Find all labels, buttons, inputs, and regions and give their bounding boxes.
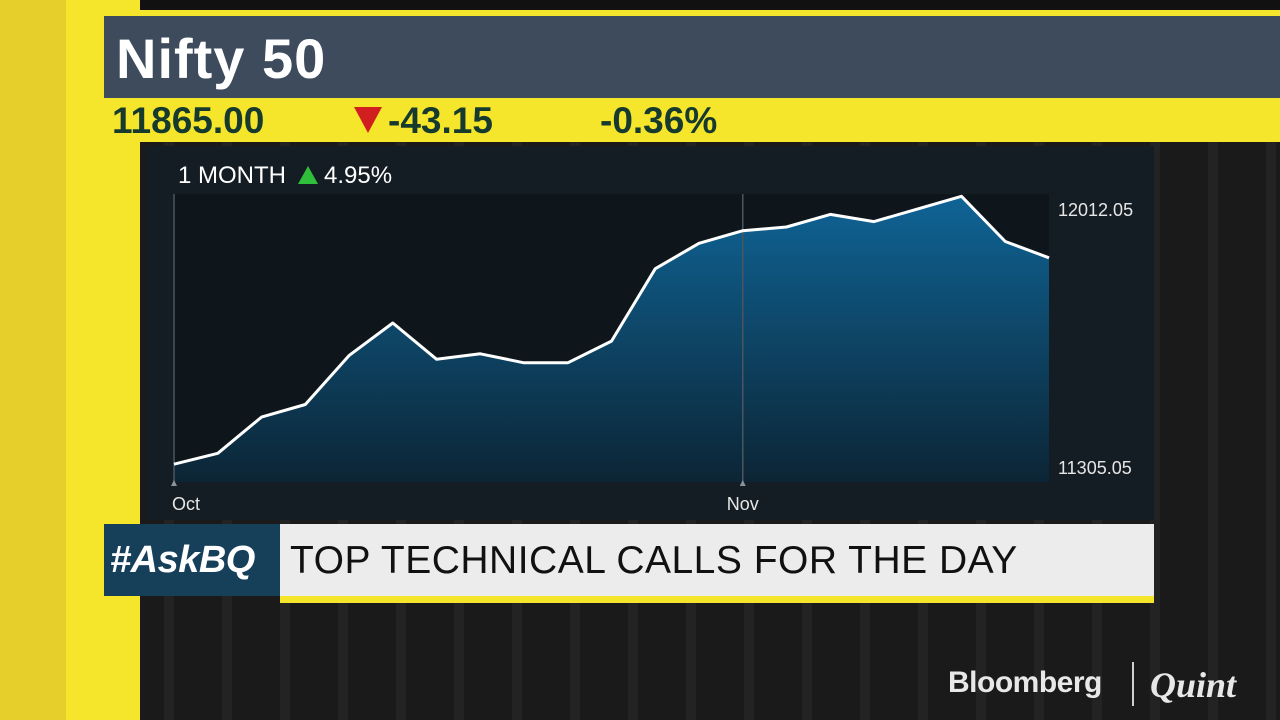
area-chart: 1 MONTH 4.95% Oct Nov 12012.05 11305.05 — [171, 162, 1133, 514]
headline-box: TOP TECHNICAL CALLS FOR THE DAY — [280, 524, 1154, 596]
top-yellow-line — [104, 10, 1280, 16]
y-tick-label-1: 11305.05 — [1058, 458, 1132, 478]
askbq-tag: #AskBQ — [104, 524, 280, 596]
index-change-percent: -0.36% — [600, 100, 718, 141]
logo-bloomberg: Bloomberg — [948, 666, 1102, 699]
y-tick-label-0: 12012.05 — [1058, 200, 1133, 220]
x-tick-marker-1 — [739, 480, 746, 486]
chart-panel: 1 MONTH 4.95% Oct Nov 12012.05 11305.05 — [146, 146, 1154, 520]
x-tick-marker-0 — [171, 480, 177, 486]
title-bar: Nifty 50 — [104, 16, 1280, 98]
series-line — [173, 194, 1050, 466]
logo-quint: Quint — [1150, 665, 1237, 705]
x-tick-label-0: Oct — [172, 494, 200, 514]
period-label: 1 MONTH — [178, 162, 286, 189]
logo-separator — [1132, 662, 1134, 706]
x-tick-label-1: Nov — [727, 494, 759, 514]
askbq-tag-text: #AskBQ — [110, 539, 255, 581]
index-price: 11865.00 — [112, 100, 265, 141]
headline-underline — [280, 596, 1154, 603]
ask-banner: #AskBQ TOP TECHNICAL CALLS FOR THE DAY — [104, 524, 1154, 604]
left-yellow-band-outer — [0, 0, 66, 720]
top-dark-strip — [140, 0, 1280, 10]
index-change: -43.15 — [388, 100, 493, 141]
headline-text: TOP TECHNICAL CALLS FOR THE DAY — [290, 539, 1018, 582]
down-triangle-icon — [354, 107, 382, 133]
index-title: Nifty 50 — [116, 27, 327, 90]
area-fill — [174, 196, 1049, 483]
period-change: 4.95% — [324, 162, 392, 189]
up-triangle-icon — [298, 166, 318, 184]
quote-bar: 11865.00 -43.15 -0.36% — [104, 98, 1280, 142]
